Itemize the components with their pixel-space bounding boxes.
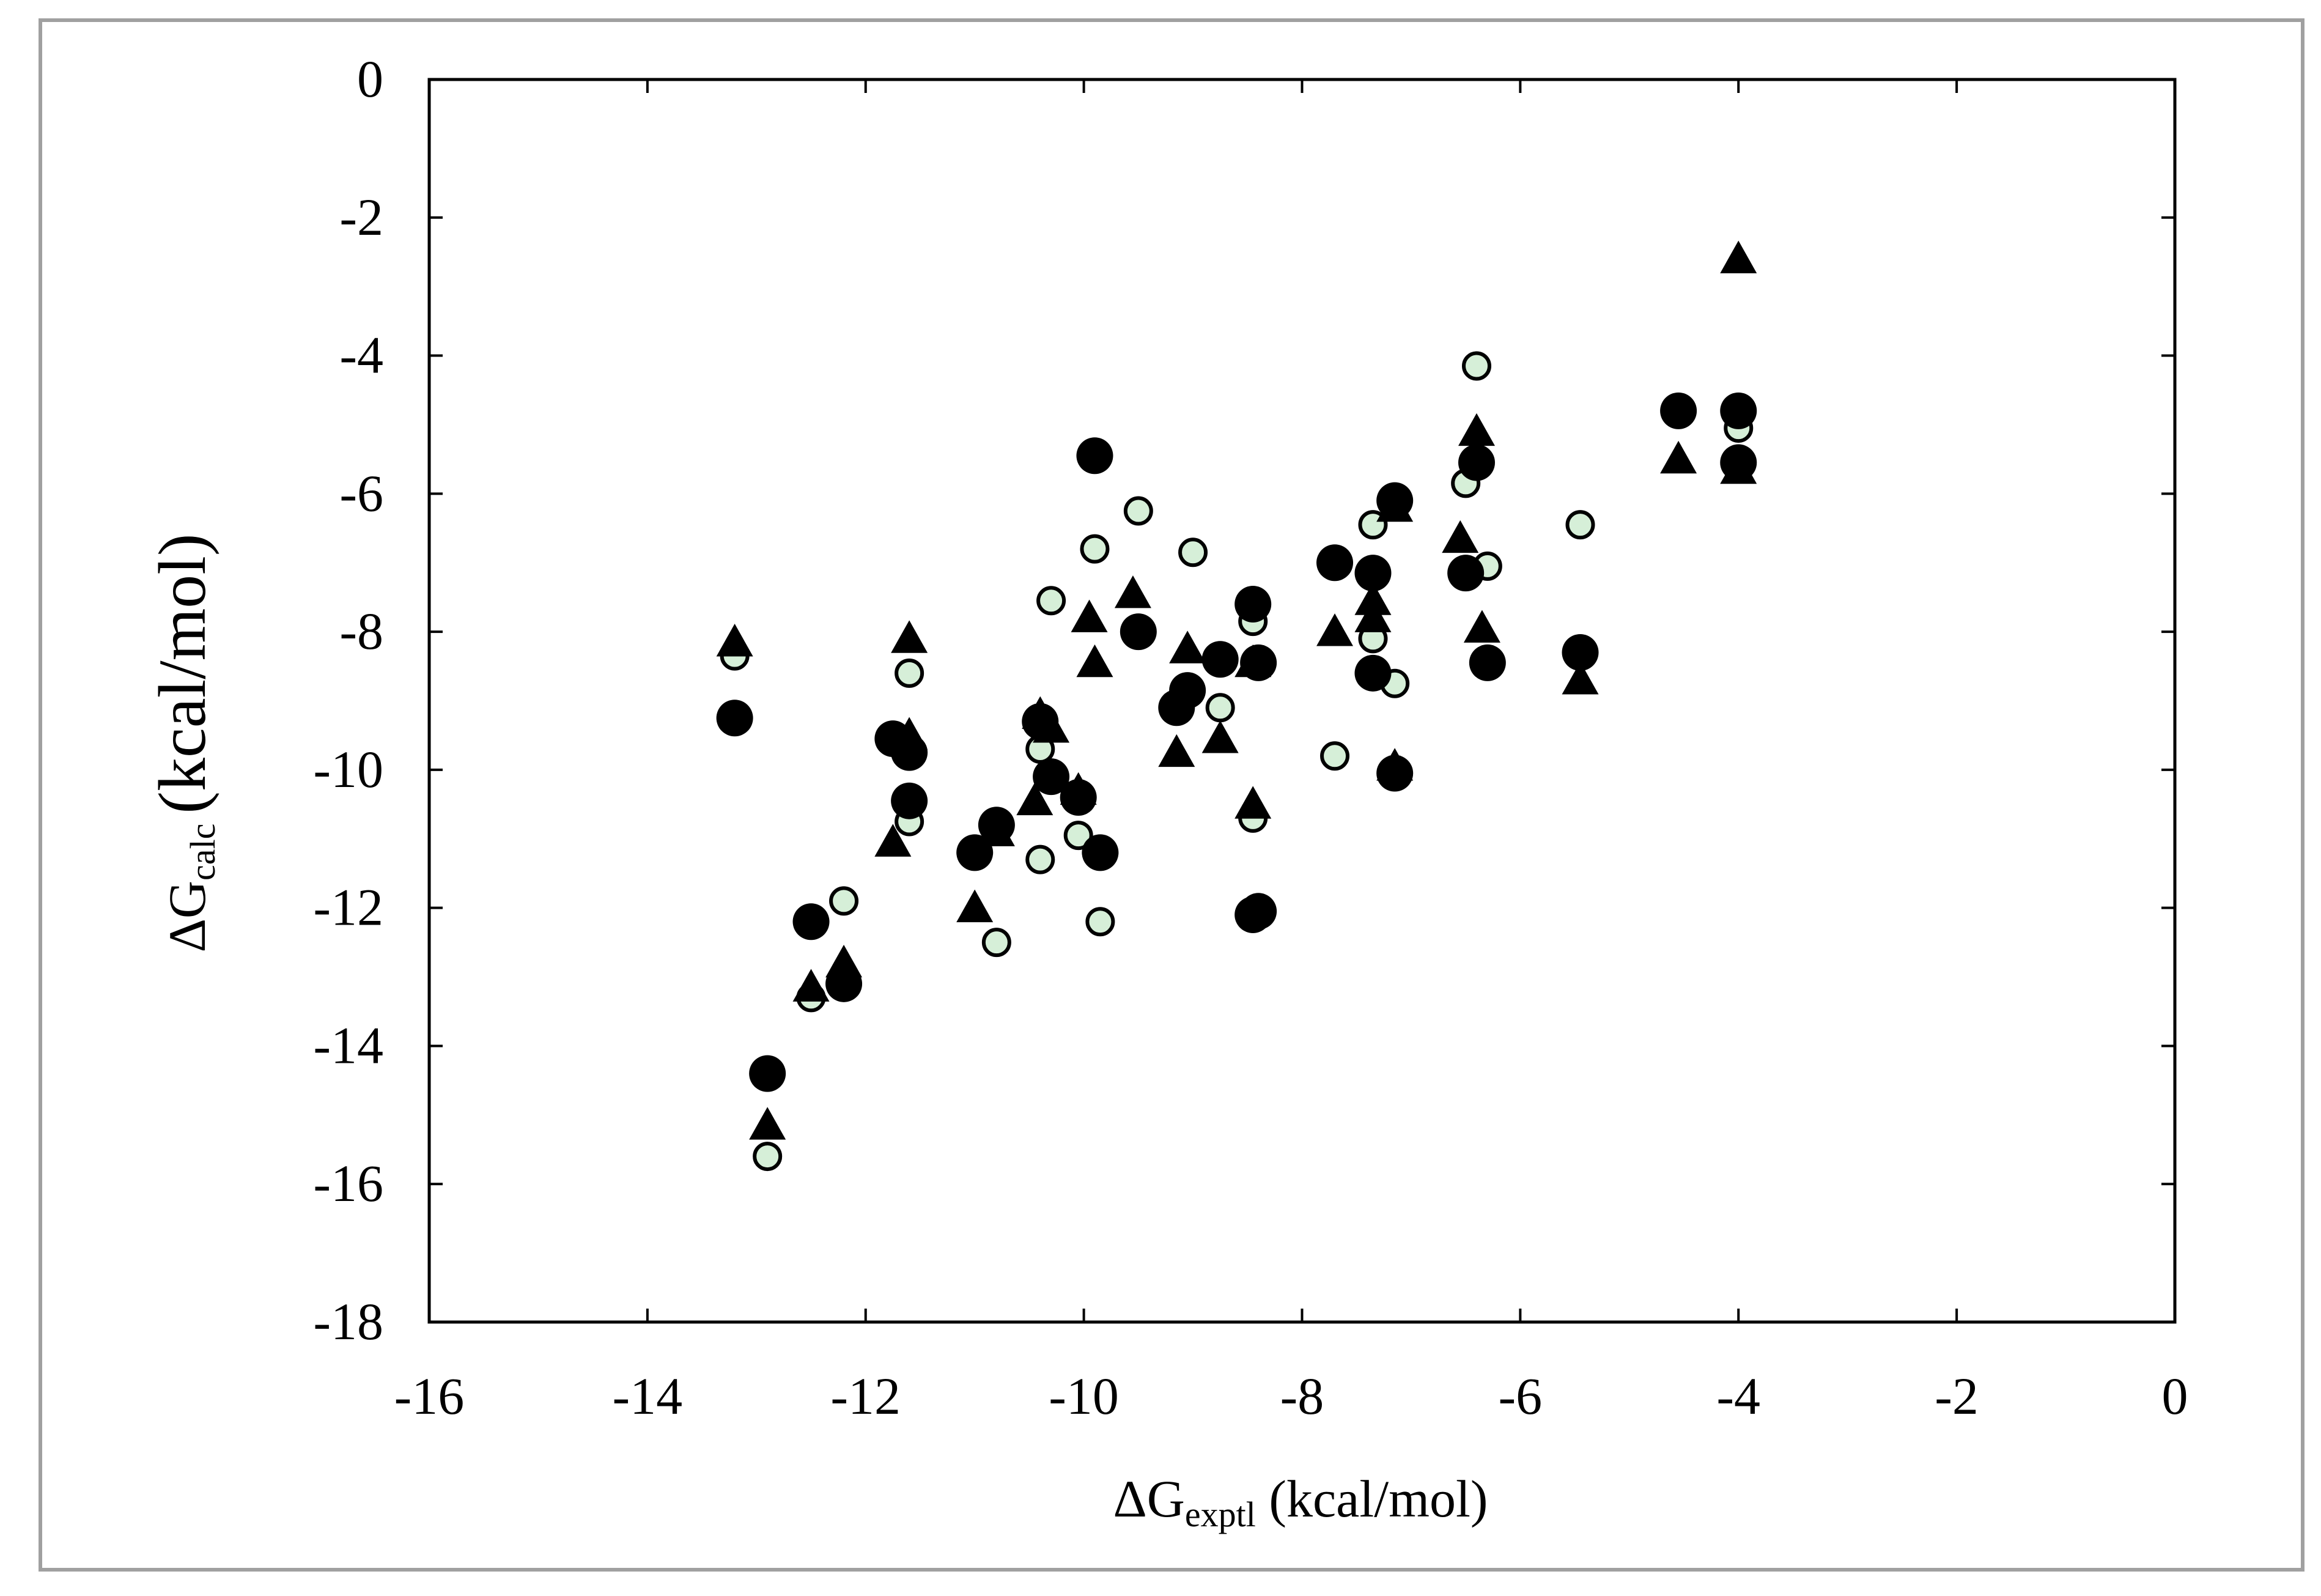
data-point-filled-circle — [1562, 634, 1599, 671]
x-axis-title-main: ΔG — [1113, 1469, 1184, 1528]
data-point-triangle — [1201, 720, 1239, 753]
data-point-filled-circle — [891, 734, 928, 771]
y-tick-label: -10 — [313, 740, 383, 799]
x-tick-label: -4 — [1716, 1367, 1760, 1425]
data-point-triangle — [1169, 630, 1206, 663]
y-tick-label: -12 — [313, 878, 383, 937]
data-point-filled-circle — [1660, 392, 1697, 429]
data-point-filled-circle — [1201, 641, 1239, 678]
x-tick-label: 0 — [2162, 1367, 2188, 1425]
x-tick-label: -14 — [613, 1367, 683, 1425]
data-point-light-circle — [1178, 538, 1208, 567]
data-point-light-circle — [1565, 510, 1595, 540]
data-point-filled-circle — [1354, 654, 1392, 692]
x-tick-label: -10 — [1049, 1367, 1119, 1425]
data-point-triangle — [1076, 644, 1113, 678]
data-point-filled-circle — [956, 834, 994, 871]
data-point-light-circle — [1025, 844, 1055, 874]
y-axis-title-unit: (kcal/mol) — [145, 534, 220, 814]
y-tick-label: -8 — [339, 602, 383, 660]
data-point-triangle — [1458, 413, 1495, 446]
x-tick-label: -16 — [394, 1367, 465, 1425]
data-point-triangle — [1463, 610, 1500, 643]
data-point-filled-circle — [1240, 644, 1277, 681]
x-axis-title-sub: exptl — [1185, 1494, 1256, 1534]
data-point-light-circle — [753, 1142, 783, 1172]
data-point-triangle — [1234, 786, 1272, 819]
data-point-triangle — [1071, 599, 1108, 632]
data-point-filled-circle — [716, 700, 753, 737]
data-point-filled-circle — [1354, 555, 1392, 592]
data-point-filled-circle — [1447, 555, 1485, 592]
y-tick-label: -6 — [339, 464, 383, 522]
y-axis-title-sub: calc — [183, 824, 223, 881]
y-tick-label: -18 — [313, 1292, 383, 1351]
data-point-triangle — [716, 624, 753, 657]
y-tick-label: -14 — [313, 1016, 383, 1074]
data-point-triangle — [1354, 599, 1392, 632]
data-point-filled-circle — [1234, 585, 1272, 623]
x-axis-title-unit: (kcal/mol) — [1256, 1469, 1488, 1528]
data-point-triangle — [956, 889, 994, 923]
data-point-filled-circle — [1316, 544, 1354, 582]
data-point-light-circle — [1205, 693, 1235, 723]
data-point-filled-circle — [1240, 893, 1277, 930]
data-point-light-circle — [1462, 351, 1491, 381]
data-point-light-circle — [1320, 741, 1350, 771]
data-point-triangle — [1114, 575, 1151, 608]
data-point-triangle — [1442, 520, 1479, 553]
data-point-filled-circle — [1376, 755, 1414, 792]
y-tick-label: 0 — [357, 50, 383, 108]
y-axis-title: ΔGcalc (kcal/mol) — [145, 534, 223, 953]
data-point-triangle — [1720, 240, 1757, 273]
data-point-filled-circle — [1720, 444, 1757, 481]
data-point-light-circle — [829, 886, 859, 916]
y-axis-title-main: ΔG — [158, 881, 216, 952]
data-point-filled-circle — [825, 965, 863, 1002]
data-point-filled-circle — [792, 903, 830, 940]
data-point-filled-circle — [1082, 834, 1119, 871]
y-tick-label: -4 — [339, 326, 383, 385]
data-point-filled-circle — [1022, 703, 1059, 740]
y-tick-label: -16 — [313, 1154, 383, 1213]
data-point-triangle — [891, 620, 928, 653]
x-axis-title: ΔGexptl (kcal/mol) — [1113, 1469, 1488, 1534]
data-point-filled-circle — [1376, 482, 1414, 519]
data-point-triangle — [792, 969, 830, 1002]
data-point-filled-circle — [891, 782, 928, 819]
data-point-light-circle — [1036, 586, 1066, 616]
data-point-triangle — [1354, 582, 1392, 615]
data-point-triangle — [1660, 440, 1697, 474]
data-point-triangle — [1316, 613, 1354, 646]
data-point-triangle — [1562, 662, 1599, 695]
y-tick-label: -2 — [339, 188, 383, 246]
data-point-filled-circle — [1120, 613, 1157, 651]
data-point-light-circle — [981, 928, 1011, 958]
outer-frame — [39, 18, 2304, 1572]
data-point-light-circle — [895, 658, 924, 688]
data-point-filled-circle — [1060, 779, 1097, 816]
data-point-light-circle — [1063, 821, 1093, 851]
x-tick-label: -12 — [830, 1367, 901, 1425]
x-tick-label: -2 — [1935, 1367, 1979, 1425]
data-point-triangle — [1016, 782, 1053, 816]
data-point-filled-circle — [1720, 392, 1757, 429]
data-point-filled-circle — [1469, 644, 1506, 681]
data-point-filled-circle — [978, 807, 1015, 844]
data-point-light-circle — [1080, 534, 1110, 564]
data-point-triangle — [874, 824, 912, 857]
data-point-filled-circle — [1169, 672, 1206, 709]
data-point-filled-circle — [1076, 437, 1113, 475]
data-point-light-circle — [1085, 907, 1115, 937]
x-tick-label: -8 — [1280, 1367, 1324, 1425]
data-point-filled-circle — [1458, 444, 1495, 481]
data-point-triangle — [749, 1107, 786, 1140]
data-point-triangle — [1158, 734, 1195, 767]
data-point-light-circle — [1123, 496, 1153, 526]
x-tick-label: -6 — [1499, 1367, 1543, 1425]
data-point-filled-circle — [749, 1055, 786, 1092]
data-point-filled-circle — [1033, 758, 1070, 796]
